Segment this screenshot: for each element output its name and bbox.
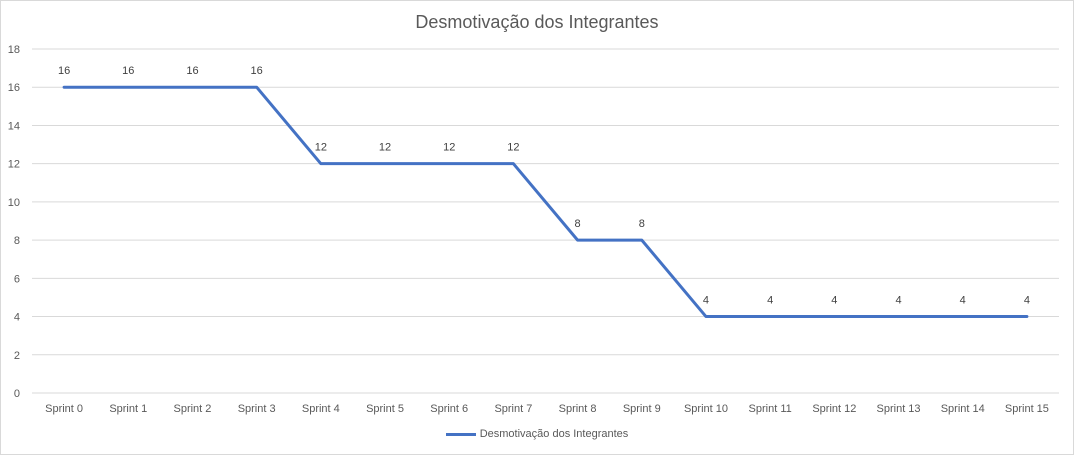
data-label: 12	[507, 142, 519, 154]
y-tick-label: 18	[8, 44, 20, 56]
x-tick-label: Sprint 11	[749, 403, 792, 415]
x-tick-label: Sprint 10	[684, 403, 728, 415]
data-label: 8	[639, 218, 645, 230]
data-label: 16	[58, 65, 70, 77]
data-label: 12	[379, 142, 391, 154]
x-tick-label: Sprint 0	[45, 403, 83, 415]
chart-title: Desmotivação dos Integrantes	[415, 12, 659, 32]
y-tick-label: 8	[14, 235, 20, 247]
x-tick-label: Sprint 2	[174, 403, 212, 415]
data-label: 4	[703, 295, 709, 307]
x-tick-label: Sprint 1	[109, 403, 147, 415]
data-label: 4	[895, 295, 901, 307]
y-tick-label: 4	[14, 312, 20, 324]
legend-swatch	[445, 432, 476, 436]
x-tick-label: Sprint 13	[877, 403, 921, 415]
x-tick-label: Sprint 12	[812, 403, 856, 415]
x-tick-label: Sprint 14	[941, 403, 985, 415]
data-label: 4	[767, 295, 773, 307]
data-label: 4	[1024, 295, 1030, 307]
x-tick-label: Sprint 8	[559, 403, 597, 415]
x-tick-label: Sprint 7	[494, 403, 532, 415]
x-tick-label: Sprint 5	[366, 403, 404, 415]
x-tick-label: Sprint 15	[1005, 403, 1049, 415]
legend-label: Desmotivação dos Integrantes	[479, 428, 629, 440]
y-tick-label: 14	[8, 120, 20, 132]
y-tick-label: 6	[14, 273, 20, 285]
data-label: 16	[186, 65, 198, 77]
data-label: 4	[831, 295, 837, 307]
y-tick-label: 2	[14, 350, 20, 362]
data-label: 16	[251, 65, 263, 77]
data-label: 12	[443, 142, 455, 154]
x-tick-label: Sprint 6	[430, 403, 468, 415]
x-tick-label: Sprint 4	[302, 403, 340, 415]
data-label: 4	[960, 295, 966, 307]
data-label: 8	[575, 218, 581, 230]
y-tick-label: 0	[14, 388, 20, 400]
x-tick-label: Sprint 9	[623, 403, 661, 415]
x-tick-label: Sprint 3	[238, 403, 276, 415]
data-label: 12	[315, 142, 327, 154]
data-label: 16	[122, 65, 134, 77]
series-line	[62, 85, 1029, 319]
legend: Desmotivação dos Integrantes	[0, 428, 1074, 440]
y-tick-label: 16	[8, 82, 20, 94]
y-tick-label: 10	[8, 197, 20, 209]
y-tick-label: 12	[8, 159, 20, 171]
